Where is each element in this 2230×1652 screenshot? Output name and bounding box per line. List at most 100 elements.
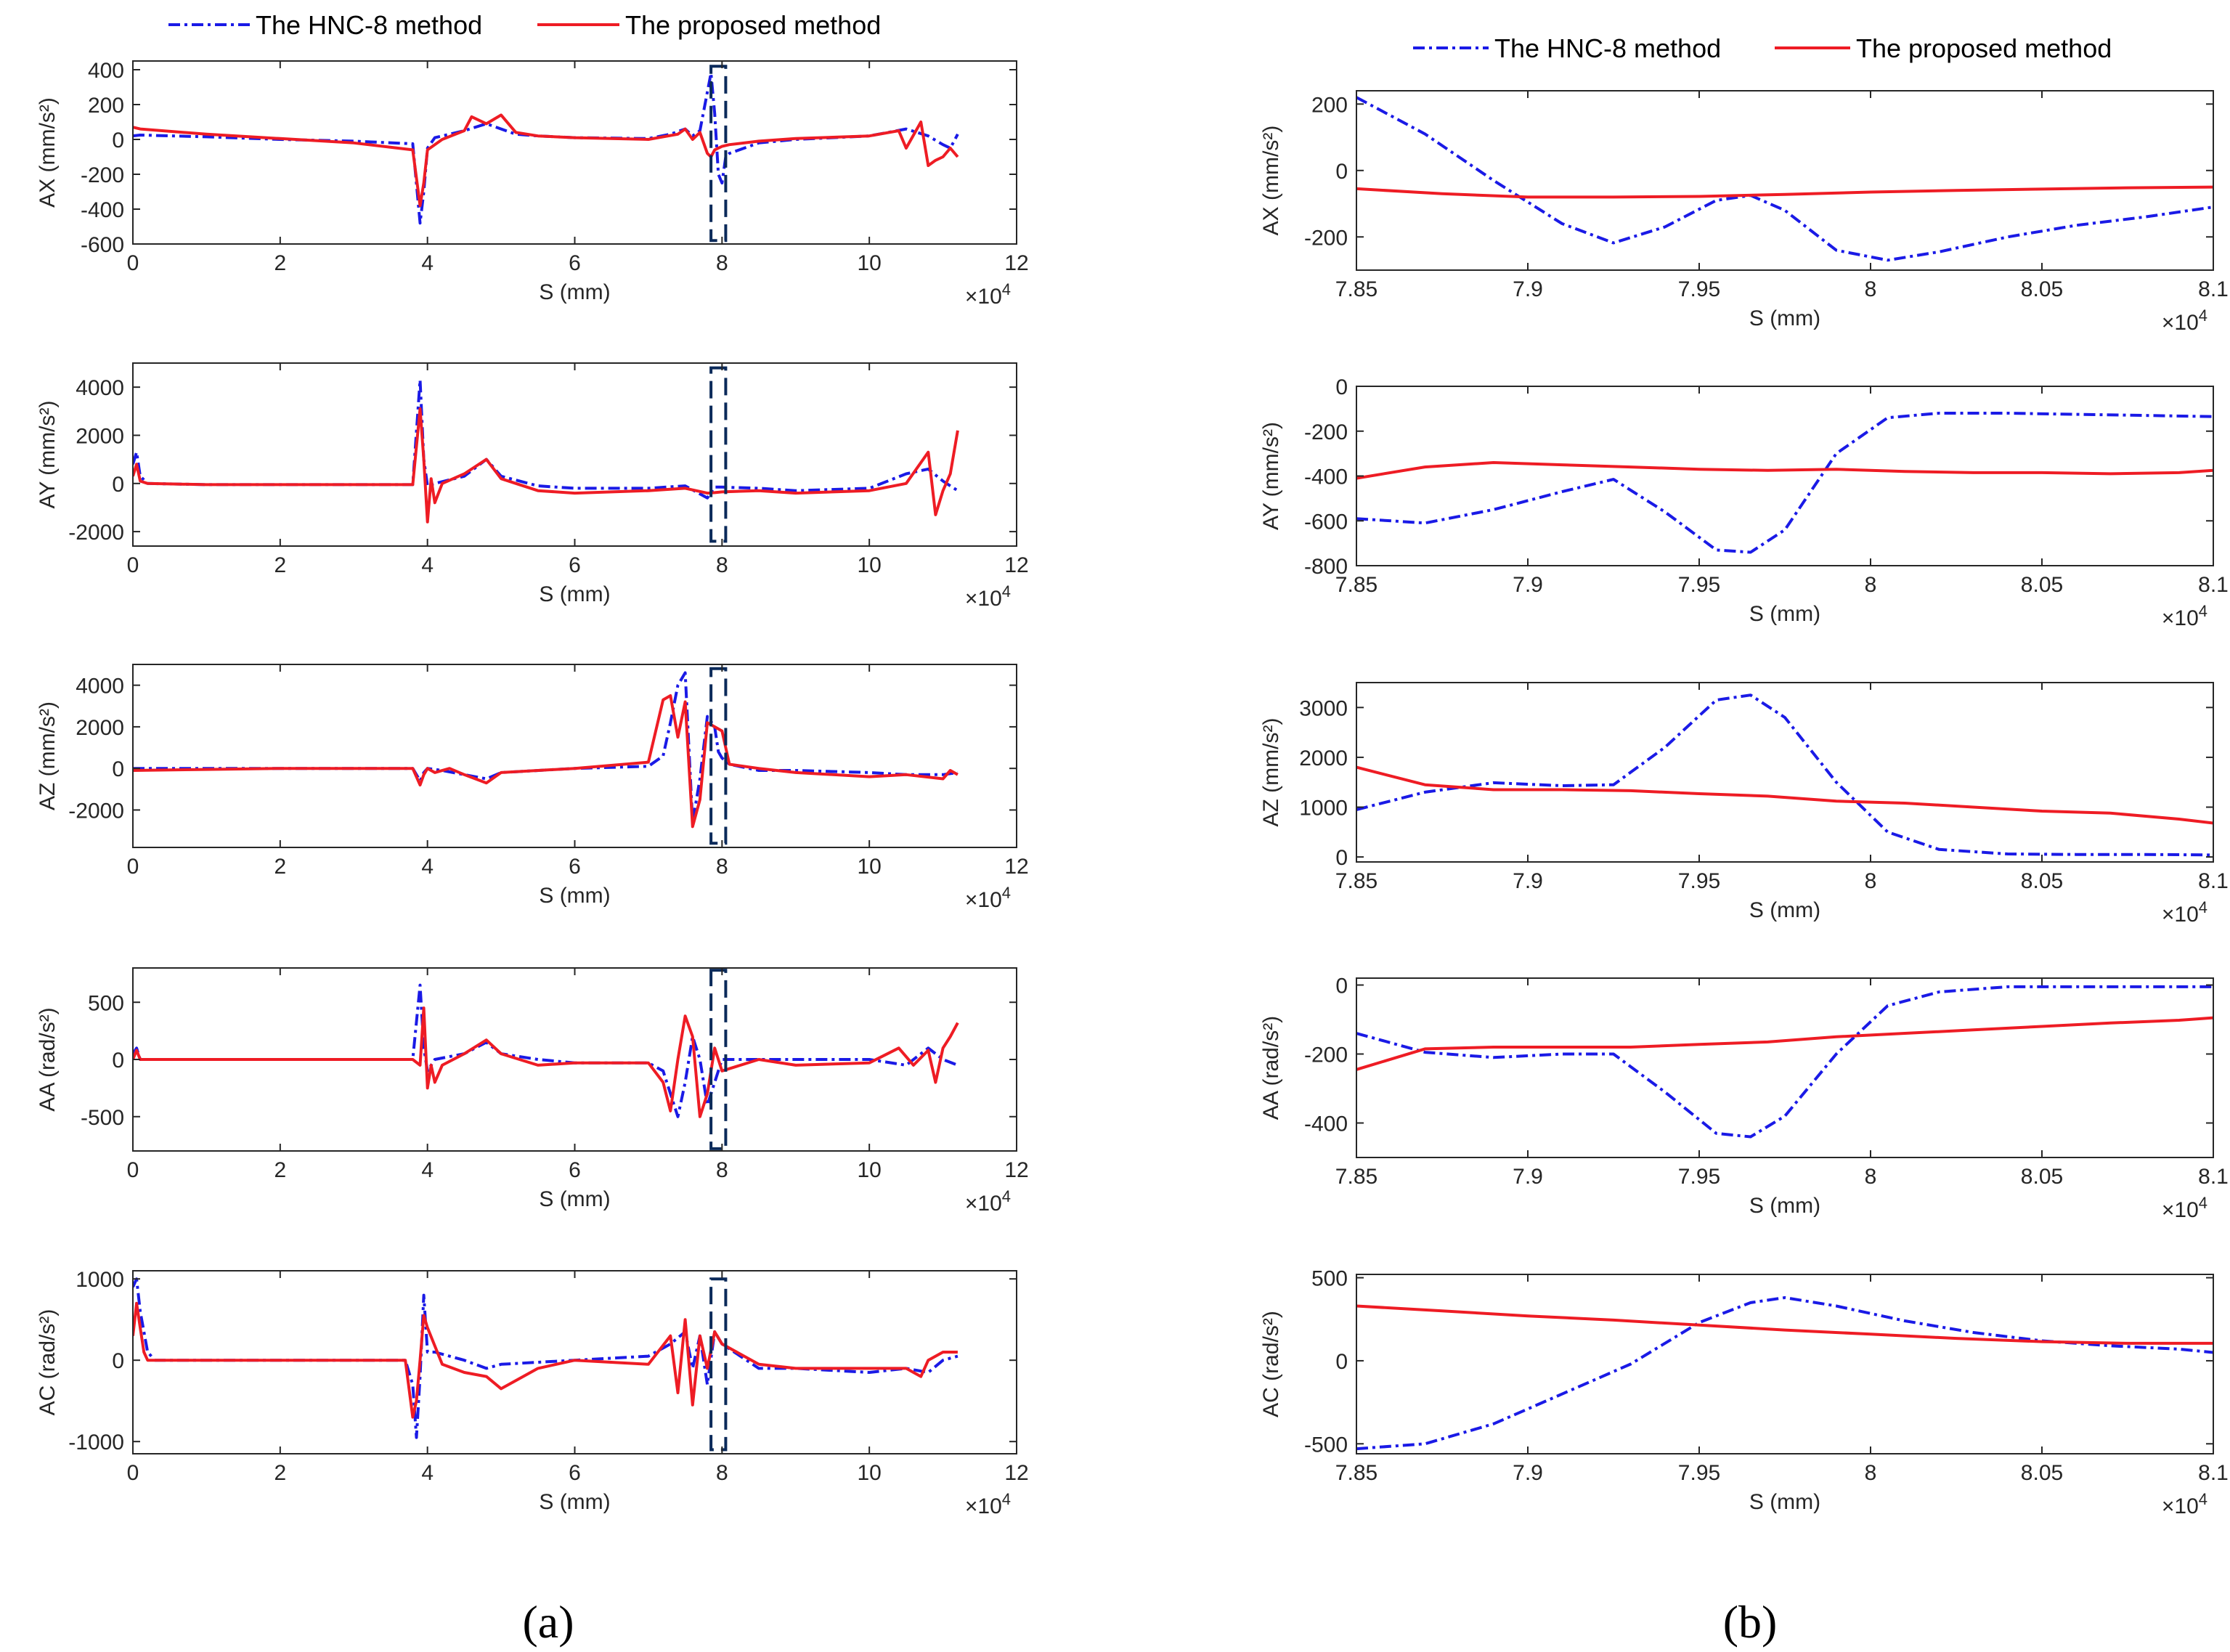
panel-a-az-ytick-label: 0 [112,757,124,781]
panel-a-ay-ytick-label: 0 [112,473,124,497]
panel-b-az-plot-bg [1356,683,2213,862]
panel-a-ax-ytick-label: -600 [81,233,124,257]
panel-b-ay-ytick-label: -600 [1304,510,1348,534]
panel-b-ax-xlabel: S (mm) [1749,306,1820,330]
panel-a-aa-xtick-label: 12 [1004,1158,1028,1182]
panel-a-ac-xlabel: S (mm) [539,1490,610,1514]
panel-b-ax-xtick-label: 7.95 [1678,277,1720,301]
panel-b-ax-ytick-label: 200 [1311,93,1348,117]
panel-a-az-xtick-label: 10 [857,855,881,879]
panel-b-ax-ylabel: AX (mm/s²) [1259,126,1283,236]
panel-b-aa-ytick-label: 0 [1335,974,1348,998]
panel-a-aa-ytick-label: -500 [81,1106,124,1130]
panel-a-ay-ytick-label: -2000 [68,521,124,545]
panel-a-az-xlabel: S (mm) [539,884,610,908]
panel-b-ax-x-exponent: ×104 [2162,306,2207,335]
panel-a-aa-xtick-label: 8 [716,1158,728,1182]
panel-b-az-xtick-label: 8 [1865,869,1877,893]
legend-a-hnc-label: The HNC-8 method [256,10,482,40]
panel-b-aa-ytick-label: -200 [1304,1043,1348,1067]
panel-b-az-xtick-label: 8.05 [2021,869,2063,893]
panel-b-aa-axes: 7.85 7.9 7.95 8 8.05 8.1 -400 -200 0 S (mm) ×104 AA… [1259,974,2229,1223]
panel-b-ay-xtick-label: 8.05 [2021,573,2063,597]
panel-b-ac-xtick-label: 7.95 [1678,1461,1720,1485]
panel-a-aa-axes: 0 2 4 6 8 10 12 -500 0 500 S (mm) ×104 AA (rad/s²) [36,967,1029,1216]
panel-b-ay-ytick-label: -200 [1304,420,1348,444]
panel-b-ay-ytick-label: -800 [1304,555,1348,579]
panel-a-ac-ytick-label: -1000 [68,1431,124,1454]
legend-b-hnc-label: The HNC-8 method [1494,33,1721,63]
panel-b-az-ytick-label: 2000 [1299,746,1348,770]
panel-a-az-proposed-line [133,694,959,829]
panel-a-ac-xtick-label: 10 [857,1461,881,1485]
panel-a-ay-xtick-label: 10 [857,553,881,577]
panel-b-ay-ytick-label: 0 [1335,375,1348,399]
panel-a-az-xtick-label: 6 [569,855,581,879]
panel-a-ac-ylabel: AC (rad/s²) [36,1309,60,1416]
panel-b-ac-ytick-label: 0 [1335,1350,1348,1374]
panel-b-az-xtick-label: 7.95 [1678,869,1720,893]
panel-a-ax-axes: 0 2 4 6 8 10 12 -600 -400 -200 0 200 400 S (mm) ×104 AX… [36,59,1029,309]
legend-a-proposed-label: The proposed method [625,10,881,40]
panel-b-az-ylabel: AZ (mm/s²) [1259,718,1283,827]
panel-b-ac-axes: 7.85 7.9 7.95 8 8.05 8.1 -500 0 500 S (mm) ×104 AC … [1259,1267,2229,1518]
panel-a-aa-proposed-line [133,1006,959,1118]
panel-a-ax-xlabel: S (mm) [539,280,610,304]
panel-b-aa-xlabel: S (mm) [1749,1194,1820,1218]
panel-b-ax-xtick-label: 8.1 [2198,277,2229,301]
panel-a-az-ytick-label: 4000 [76,675,124,699]
panel-a-aa-xtick-label: 2 [274,1158,286,1182]
panel-b-ay-x-exponent: ×104 [2162,602,2207,630]
panel-b-aa-xtick-label: 8 [1865,1165,1877,1189]
panel-b-ac-ytick-label: -500 [1304,1433,1348,1457]
panel-a-ac-xtick-label: 0 [127,1461,139,1485]
panel-a-ac-xtick-label: 4 [421,1461,434,1485]
panel-b-az-xlabel: S (mm) [1749,898,1820,922]
panel-b-ac-xtick-label: 8.1 [2198,1461,2229,1485]
panel-b-ax-frame [1356,90,2214,271]
panel-b-ac-xtick-label: 8 [1865,1461,1877,1485]
panel-b-ac-xtick-label: 7.9 [1513,1461,1543,1485]
panel-b-ay-proposed-line [1356,461,2213,480]
panel-b-ax-hnc-line [1356,96,2213,262]
panel-a-ac-hnc-line [133,1277,959,1439]
panel-b-ac-xtick-label: 8.05 [2021,1461,2063,1485]
panel-a-ax-xtick-label: 6 [569,251,581,275]
panel-a-ay-xlabel: S (mm) [539,582,610,606]
panel-b-ax-xtick-label: 7.9 [1513,277,1543,301]
panel-a-ax-ytick-label: 0 [112,129,124,152]
panel-b-aa-xtick-label: 7.85 [1335,1165,1378,1189]
panel-b-aa-xtick-label: 7.95 [1678,1165,1720,1189]
panel-b-aa-frame [1356,977,2214,1158]
panel-b-aa-xtick-label: 8.05 [2021,1165,2063,1189]
panel-a-ay-ytick-label: 4000 [76,376,124,400]
panel-a-ay-xtick-label: 0 [127,553,139,577]
panel-a-aa-ytick-label: 0 [112,1049,124,1073]
panel-a-aa-zoom-box [709,969,728,1150]
panel-b-ac-x-exponent: ×104 [2162,1490,2207,1518]
panel-a-ay-xtick-label: 6 [569,553,581,577]
panel-b-ay-axes: 7.85 7.9 7.95 8 8.05 8.1 -800 -600 -400 -200 0 S (m… [1259,375,2229,630]
panel-b-ac-proposed-line [1356,1304,2213,1345]
panel-b-az-frame [1356,682,2214,863]
panel-a-az-ytick-label: -2000 [68,799,124,823]
panel-a-ax-ytick-label: -400 [81,198,124,222]
panel-b-az-x-exponent: ×104 [2162,898,2207,927]
panel-b-ax-xtick-label: 8 [1865,277,1877,301]
panel-b-ay-xtick-label: 7.9 [1513,573,1543,597]
panel-b-ay-xtick-label: 8.1 [2198,573,2229,597]
panel-a-ax-xtick-label: 12 [1004,251,1028,275]
panel-a-ax-xtick-label: 0 [127,251,139,275]
panel-a-ac-proposed-line [133,1301,958,1419]
panel-b-aa-xtick-label: 8.1 [2198,1165,2229,1189]
panel-a-aa-xtick-label: 4 [421,1158,434,1182]
panel-a-ac-xtick-label: 8 [716,1461,728,1485]
panel-b-az-proposed-line [1356,765,2213,825]
panel-a-az-ytick-label: 2000 [76,716,124,740]
panel-a-ac-plot-bg [133,1271,1017,1454]
panel-b-az-ytick-label: 3000 [1299,696,1348,720]
panel-b-aa-x-exponent: ×104 [2162,1194,2207,1222]
